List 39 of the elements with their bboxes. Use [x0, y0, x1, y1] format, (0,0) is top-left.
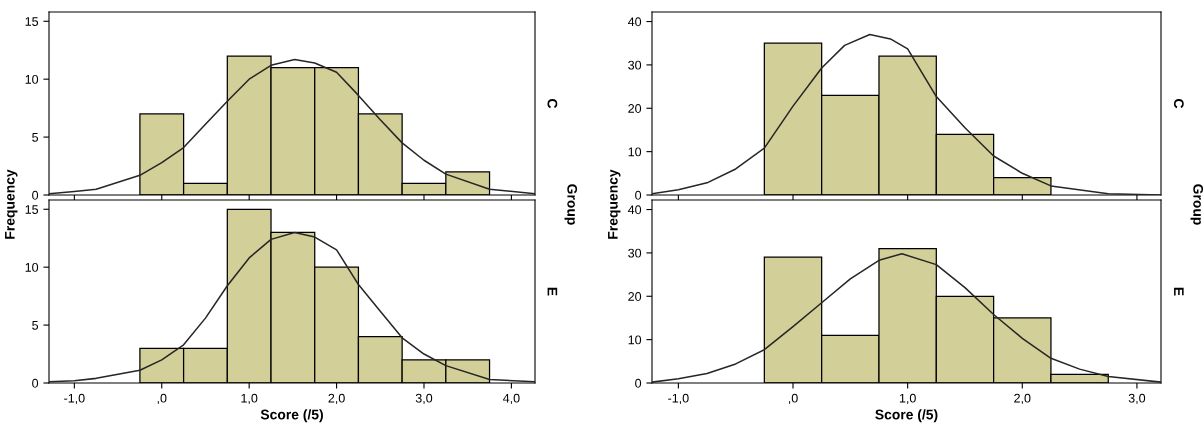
y-tick-label: 40 [627, 205, 642, 215]
y-tick-label: 5 [32, 133, 39, 142]
y-tick-label: 0 [635, 378, 642, 388]
y-axis-title: Frequency [5, 169, 18, 239]
y-tick-label: 10 [25, 74, 39, 84]
y-tick-label: 0 [32, 378, 39, 388]
x-tick-label: 3,0 [1128, 393, 1146, 405]
y-tick-label: 5 [32, 321, 39, 330]
text: E [1174, 287, 1184, 296]
text: C [547, 99, 558, 109]
y-tick-label: 15 [25, 17, 39, 26]
x-tick-label: 2,0 [1014, 393, 1031, 405]
x-tick-label: 2,0 [328, 393, 345, 405]
y-tick-label: 10 [25, 262, 39, 272]
y-tick-label: 30 [628, 60, 642, 70]
y-tick-label: 0 [32, 190, 39, 200]
y2-axis-title: Group [1190, 184, 1204, 225]
x-tick-label: -1,0 [64, 393, 85, 405]
x-axis-title: Score (/5) [260, 409, 323, 423]
y-tick-label: 40 [627, 17, 642, 27]
y-tick-label: 20 [628, 292, 642, 301]
text: C [1173, 99, 1184, 109]
text: E [547, 287, 558, 296]
y-tick-label: 15 [25, 205, 39, 214]
x-tick-label: -1,0 [668, 393, 689, 405]
y-tick-label: 0 [635, 190, 642, 200]
x-tick-label: ,0 [157, 393, 167, 405]
y-tick-label: 30 [628, 248, 642, 258]
x-tick-label: 4,0 [503, 393, 520, 405]
x-tick-label: ,0 [788, 393, 798, 405]
x-tick-label: 1,0 [899, 393, 916, 405]
y-tick-label: 10 [628, 147, 642, 157]
y2-axis-title: Group [564, 184, 578, 225]
x-axis-title: Score (/5) [875, 409, 938, 423]
y-tick-label: 10 [628, 335, 642, 345]
y-axis-title: Frequency [608, 169, 621, 239]
y-tick-label: 20 [628, 104, 642, 113]
x-tick-label: 3,0 [415, 393, 433, 405]
x-tick-label: 1,0 [241, 393, 258, 405]
